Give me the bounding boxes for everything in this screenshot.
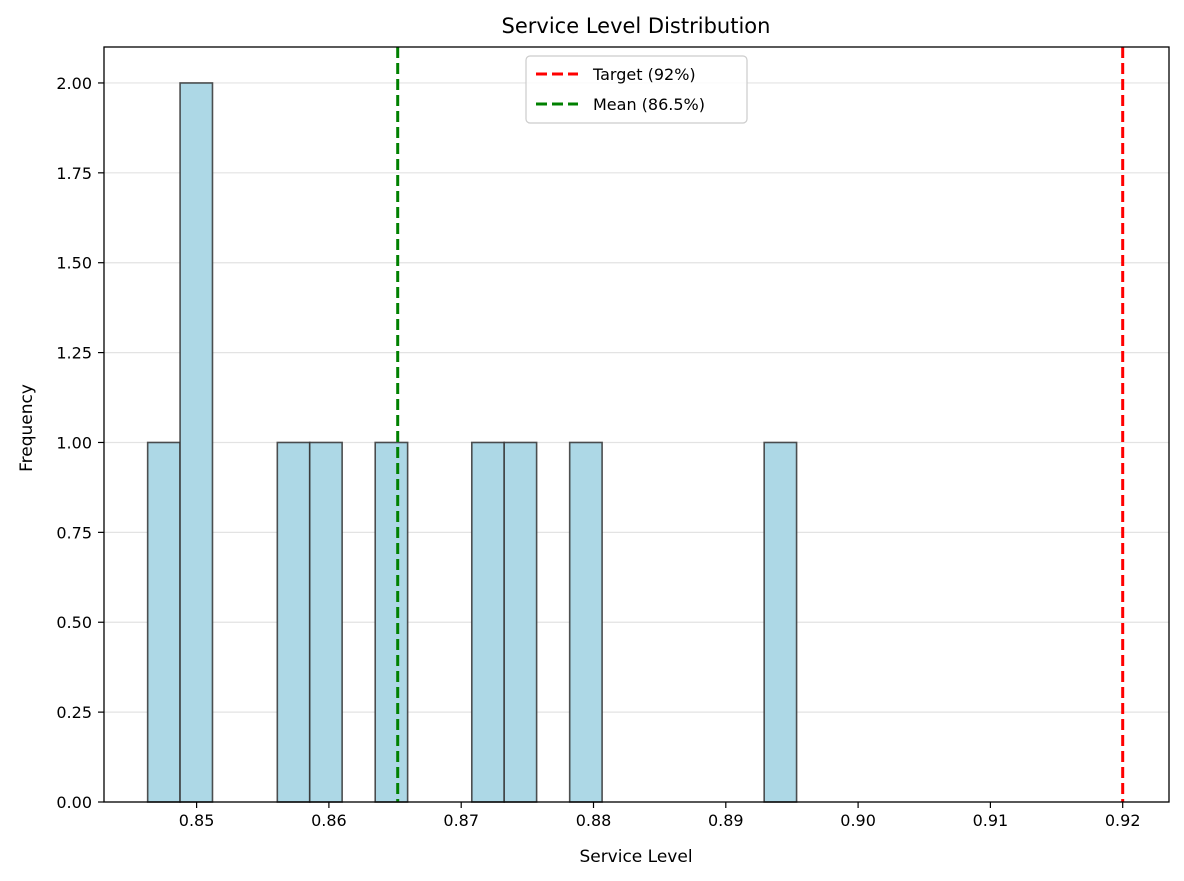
chart-title: Service Level Distribution [502, 14, 771, 38]
x-tick-label: 0.88 [576, 811, 612, 830]
histogram-bar [503, 441, 538, 803]
y-tick-label: 0.00 [56, 793, 92, 812]
y-tick-label: 0.75 [56, 523, 92, 542]
legend-label: Mean (86.5%) [593, 95, 705, 114]
y-tick-label: 2.00 [56, 74, 92, 93]
y-tick-label: 1.50 [56, 254, 92, 273]
histogram-bar [179, 82, 214, 803]
grid [104, 82, 1169, 803]
y-axis-title: Frequency [17, 384, 37, 472]
y-axis: 0.00 0.25 0.50 0.75 1.00 1.25 1.50 1.75 2.00 [56, 74, 104, 812]
x-tick-label: 0.90 [840, 811, 876, 830]
x-axis-title: Service Level [579, 847, 692, 867]
y-tick-label: 1.00 [56, 433, 92, 452]
histogram-bars [146, 82, 798, 803]
histogram-bar [146, 441, 181, 803]
x-tick-label: 0.86 [311, 811, 347, 830]
legend: Target (92%) Mean (86.5%) [525, 55, 748, 124]
histogram-bar [763, 441, 798, 803]
histogram-bar [374, 441, 409, 803]
y-tick-label: 1.75 [56, 164, 92, 183]
histogram-bar [276, 441, 311, 803]
legend-box [525, 55, 748, 124]
histogram-bar [568, 441, 603, 803]
reference-lines [396, 47, 1125, 802]
x-axis: 0.85 0.86 0.87 0.88 0.89 0.90 0.91 0.92 [179, 802, 1141, 830]
histogram-bar [470, 441, 506, 803]
x-tick-label: 0.85 [179, 811, 215, 830]
x-tick-label: 0.89 [708, 811, 744, 830]
plot-area [103, 46, 1170, 803]
histogram-bar [308, 441, 343, 803]
x-tick-label: 0.92 [1105, 811, 1141, 830]
x-tick-label: 0.91 [973, 811, 1009, 830]
x-tick-label: 0.87 [443, 811, 479, 830]
y-tick-label: 0.50 [56, 613, 92, 632]
y-tick-label: 1.25 [56, 344, 92, 363]
legend-label: Target (92%) [592, 65, 696, 84]
y-tick-label: 0.25 [56, 703, 92, 722]
